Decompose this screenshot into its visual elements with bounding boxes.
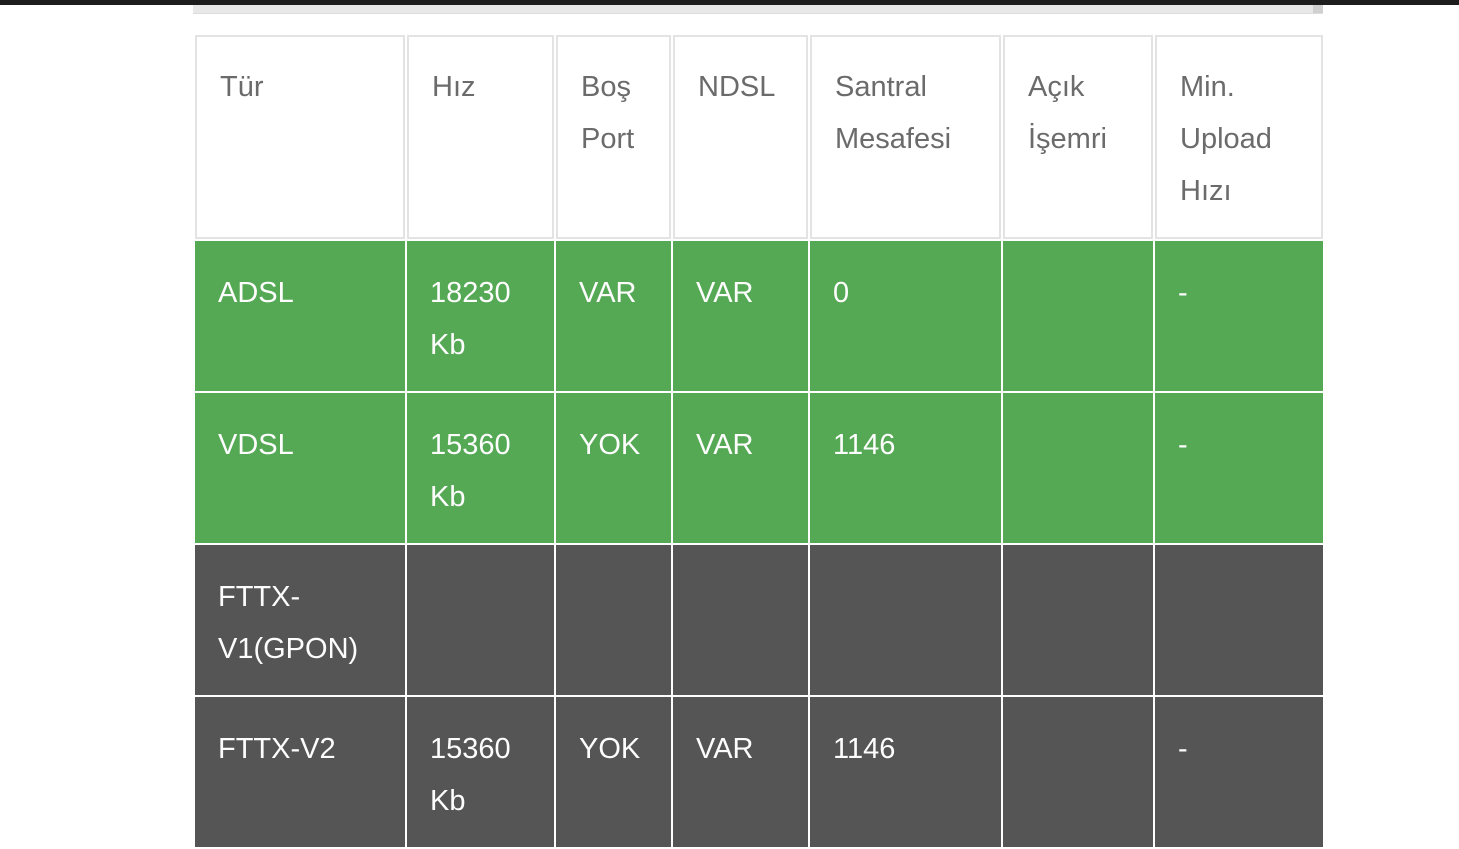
cell-acik-isemri <box>1003 241 1153 391</box>
cell-santral-mesafesi: 1146 <box>833 733 896 765</box>
header-santral-mesafesi: Santral Mesafesi <box>810 35 1001 239</box>
cell-ndsl: VAR <box>696 277 754 309</box>
cell-hiz: 15360 Kb <box>430 733 511 817</box>
table-row-adsl: ADSL 18230 Kb VAR VAR 0 - <box>195 241 1323 391</box>
cell-bos-port <box>556 545 671 695</box>
infrastructure-result-table: Tür Hız Boş Port NDSL Santral Mesafesi A… <box>193 33 1325 849</box>
table-row-vdsl: VDSL 15360 Kb YOK VAR 1146 - <box>195 393 1323 543</box>
cell-min-upload-hizi <box>1155 545 1323 695</box>
cell-min-upload-hizi: - <box>1178 733 1188 765</box>
cell-bos-port: VAR <box>579 277 637 309</box>
header-bos-port: Boş Port <box>556 35 671 239</box>
cell-hiz <box>407 545 554 695</box>
cell-hiz: 15360 Kb <box>430 429 511 513</box>
cell-hiz: 18230 Kb <box>430 277 511 361</box>
top-dark-bar <box>0 0 1459 5</box>
cell-santral-mesafesi <box>810 545 1001 695</box>
header-min-upload-hizi: Min. Upload Hızı <box>1155 35 1323 239</box>
cell-acik-isemri <box>1003 545 1153 695</box>
cell-tur: FTTX-V2 <box>218 733 336 765</box>
header-acik-isemri: Açık İşemri <box>1003 35 1153 239</box>
cell-acik-isemri <box>1003 393 1153 543</box>
cell-ndsl: VAR <box>696 733 754 765</box>
table-row-fttx-v1: FTTX-V1(GPON) <box>195 545 1323 695</box>
table-scrollbar-thumb[interactable] <box>1313 5 1323 13</box>
cell-ndsl <box>673 545 808 695</box>
cell-bos-port: YOK <box>579 429 641 461</box>
cell-acik-isemri <box>1003 697 1153 847</box>
cell-tur: VDSL <box>218 429 294 461</box>
cell-min-upload-hizi: - <box>1178 429 1188 461</box>
cell-santral-mesafesi: 1146 <box>833 429 896 461</box>
cell-tur: ADSL <box>218 277 294 309</box>
table-scrollbar-track[interactable] <box>193 5 1323 14</box>
header-hiz: Hız <box>407 35 554 239</box>
cell-ndsl: VAR <box>696 429 754 461</box>
header-ndsl: NDSL <box>673 35 808 239</box>
cell-santral-mesafesi: 0 <box>833 277 850 309</box>
table-header-row: Tür Hız Boş Port NDSL Santral Mesafesi A… <box>195 35 1323 239</box>
header-tur: Tür <box>195 35 405 239</box>
cell-min-upload-hizi: - <box>1178 277 1188 309</box>
cell-bos-port: YOK <box>579 733 641 765</box>
table-row-fttx-v2: FTTX-V2 15360 Kb YOK VAR 1146 - <box>195 697 1323 847</box>
cell-tur: FTTX-V1(GPON) <box>218 581 359 665</box>
